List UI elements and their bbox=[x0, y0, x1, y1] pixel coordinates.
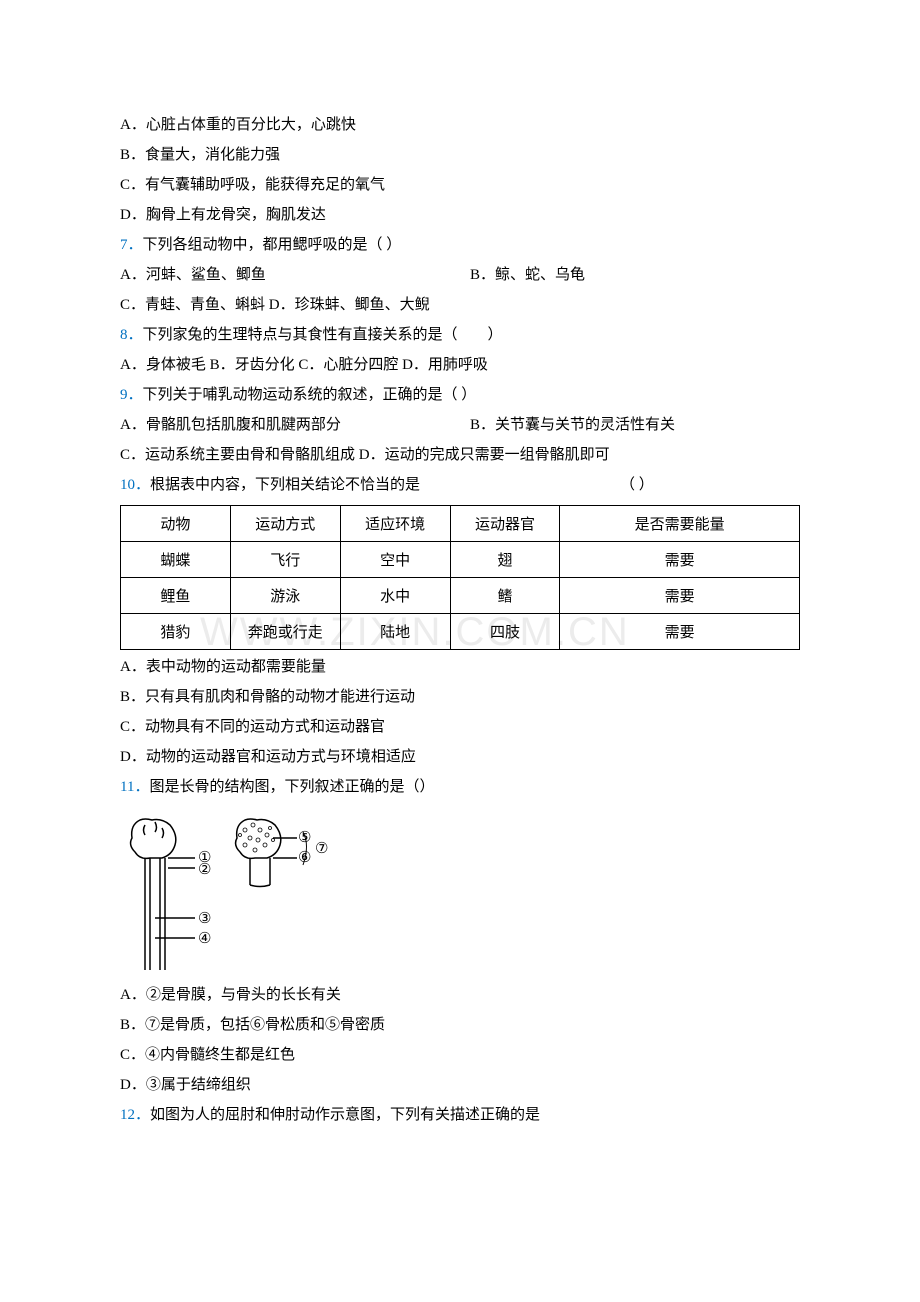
table-cell: 需要 bbox=[560, 614, 800, 650]
table-cell: 游泳 bbox=[230, 578, 340, 614]
table-cell: 飞行 bbox=[230, 542, 340, 578]
label-6: ⑥ bbox=[298, 850, 311, 866]
label-7: ⑦ bbox=[315, 841, 328, 857]
table-header: 运动方式 bbox=[230, 506, 340, 542]
q8-stem: 8．下列家兔的生理特点与其食性有直接关系的是（ ） bbox=[120, 320, 800, 350]
q12-num: 12． bbox=[120, 1107, 150, 1123]
table-cell: 陆地 bbox=[340, 614, 450, 650]
table-cell: 水中 bbox=[340, 578, 450, 614]
label-4: ④ bbox=[198, 931, 211, 947]
q11-stem: 11．图是长骨的结构图，下列叙述正确的是（） bbox=[120, 772, 800, 802]
table-cell: 鲤鱼 bbox=[121, 578, 231, 614]
table-header: 运动器官 bbox=[450, 506, 560, 542]
table-row: 蝴蝶 飞行 空中 翅 需要 bbox=[121, 542, 800, 578]
q7-stem: 7．下列各组动物中，都用鳃呼吸的是（ ） bbox=[120, 230, 800, 260]
q10-table: 动物 运动方式 适应环境 运动器官 是否需要能量 蝴蝶 飞行 空中 翅 需要 鲤… bbox=[120, 505, 800, 650]
q11-text: 图是长骨的结构图，下列叙述正确的是（） bbox=[149, 779, 434, 795]
q7-options-cd: C．青蛙、青鱼、蝌蚪 D．珍珠蚌、鲫鱼、大鲵 bbox=[120, 290, 800, 320]
q6-option-c: C．有气囊辅助呼吸，能获得充足的氧气 bbox=[120, 170, 800, 200]
q12-text: 如图为人的屈肘和伸肘动作示意图，下列有关描述正确的是 bbox=[150, 1107, 540, 1123]
table-cell: 蝴蝶 bbox=[121, 542, 231, 578]
q9-stem: 9．下列关于哺乳动物运动系统的叙述，正确的是（ ） bbox=[120, 380, 800, 410]
q9-text: 下列关于哺乳动物运动系统的叙述，正确的是（ ） bbox=[143, 387, 477, 403]
table-header: 动物 bbox=[121, 506, 231, 542]
q10-stem: 10．根据表中内容，下列相关结论不恰当的是 （ ） bbox=[120, 470, 800, 500]
q8-text: 下列家兔的生理特点与其食性有直接关系的是（ ） bbox=[143, 327, 503, 343]
table-cell: 奔跑或行走 bbox=[230, 614, 340, 650]
table-header: 适应环境 bbox=[340, 506, 450, 542]
q12-stem: 12．如图为人的屈肘和伸肘动作示意图，下列有关描述正确的是 bbox=[120, 1100, 800, 1130]
table-header-row: 动物 运动方式 适应环境 运动器官 是否需要能量 bbox=[121, 506, 800, 542]
table-header: 是否需要能量 bbox=[560, 506, 800, 542]
table-cell: 需要 bbox=[560, 578, 800, 614]
q7-num: 7． bbox=[120, 237, 143, 253]
label-3: ③ bbox=[198, 911, 211, 927]
table-row: 鲤鱼 游泳 水中 鳍 需要 bbox=[121, 578, 800, 614]
q9-options-ab: A．骨骼肌包括肌腹和肌腱两部分 B．关节囊与关节的灵活性有关 bbox=[120, 410, 800, 440]
label-5: ⑤ bbox=[298, 830, 311, 846]
q8-num: 8． bbox=[120, 327, 143, 343]
q9-options-cd: C．运动系统主要由骨和骨骼肌组成 D．运动的完成只需要一组骨骼肌即可 bbox=[120, 440, 800, 470]
table-cell: 翅 bbox=[450, 542, 560, 578]
q9-option-b: B．关节囊与关节的灵活性有关 bbox=[470, 410, 675, 440]
label-2: ② bbox=[198, 862, 211, 878]
q8-options: A．身体被毛 B．牙齿分化 C．心脏分四腔 D．用肺呼吸 bbox=[120, 350, 800, 380]
q9-num: 9． bbox=[120, 387, 143, 403]
q10-num: 10． bbox=[120, 477, 150, 493]
q11-num: 11． bbox=[120, 779, 149, 795]
table-cell: 四肢 bbox=[450, 614, 560, 650]
q6-option-a: A．心脏占体重的百分比大，心跳快 bbox=[120, 110, 800, 140]
content-root: A．心脏占体重的百分比大，心跳快 B．食量大，消化能力强 C．有气囊辅助呼吸，能… bbox=[120, 110, 800, 1130]
q10-option-a: A．表中动物的运动都需要能量 bbox=[120, 652, 800, 682]
q6-option-d: D．胸骨上有龙骨突，胸肌发达 bbox=[120, 200, 800, 230]
table-cell: 空中 bbox=[340, 542, 450, 578]
q11-option-c: C．④内骨髓终生都是红色 bbox=[120, 1040, 800, 1070]
table-cell: 鳍 bbox=[450, 578, 560, 614]
q9-option-a: A．骨骼肌包括肌腹和肌腱两部分 bbox=[120, 410, 470, 440]
q6-option-b: B．食量大，消化能力强 bbox=[120, 140, 800, 170]
table-cell: 猎豹 bbox=[121, 614, 231, 650]
q10-option-c: C．动物具有不同的运动方式和运动器官 bbox=[120, 712, 800, 742]
q11-option-b: B．⑦是骨质，包括⑥骨松质和⑤骨密质 bbox=[120, 1010, 800, 1040]
q7-option-a: A．河蚌、鲨鱼、鲫鱼 bbox=[120, 260, 470, 290]
table-cell: 需要 bbox=[560, 542, 800, 578]
table-row: 猎豹 奔跑或行走 陆地 四肢 需要 bbox=[121, 614, 800, 650]
q7-option-b: B．鲸、蛇、乌龟 bbox=[470, 260, 585, 290]
q10-text: 根据表中内容，下列相关结论不恰当的是 bbox=[150, 477, 420, 493]
q10-option-b: B．只有具有肌肉和骨骼的动物才能进行运动 bbox=[120, 682, 800, 712]
q11-option-d: D．③属于结缔组织 bbox=[120, 1070, 800, 1100]
q11-option-a: A．②是骨膜，与骨头的长长有关 bbox=[120, 980, 800, 1010]
q7-text: 下列各组动物中，都用鳃呼吸的是（ ） bbox=[143, 237, 402, 253]
q10-paren: （ ） bbox=[620, 477, 654, 493]
bone-diagram: ① ② ③ ④ ⑤ ⑥ ⑦ bbox=[120, 810, 800, 975]
q10-option-d: D．动物的运动器官和运动方式与环境相适应 bbox=[120, 742, 800, 772]
q7-options-ab: A．河蚌、鲨鱼、鲫鱼 B．鲸、蛇、乌龟 bbox=[120, 260, 800, 290]
bone-svg: ① ② ③ ④ ⑤ ⑥ ⑦ bbox=[120, 810, 340, 975]
